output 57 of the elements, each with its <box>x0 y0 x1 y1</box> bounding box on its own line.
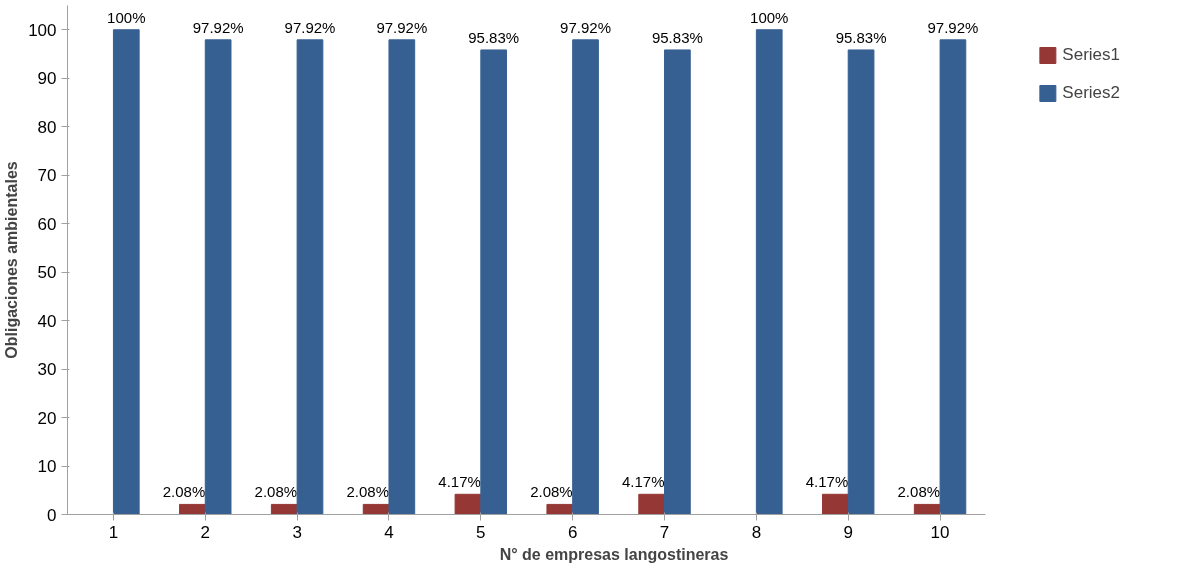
y-tick-label: 90 <box>37 69 57 89</box>
y-tick-label: 80 <box>37 117 57 137</box>
y-tick-label: 50 <box>37 263 57 283</box>
x-tick-label: 9 <box>843 522 853 542</box>
data-label: 4.17% <box>805 473 849 491</box>
x-tick-label: 2 <box>200 522 211 542</box>
data-label: 4.17% <box>621 473 665 491</box>
x-tick-label: 5 <box>476 522 486 542</box>
bar <box>939 39 967 515</box>
bar <box>388 39 416 515</box>
bar <box>296 39 324 515</box>
data-label: 97.92% <box>376 18 428 36</box>
y-tick-label: 0 <box>47 505 57 525</box>
y-tick-label: 40 <box>37 311 57 331</box>
bar <box>638 493 666 515</box>
x-tick-label: 8 <box>751 522 762 542</box>
bar <box>847 49 875 515</box>
x-tick-label: 10 <box>930 522 950 542</box>
y-tick-label: 60 <box>37 214 57 234</box>
data-label: 100% <box>107 8 146 26</box>
y-tick-label: 70 <box>37 166 57 186</box>
data-label: 95.83% <box>468 28 520 46</box>
legend-label: Series2 <box>1062 83 1120 103</box>
y-tick-label: 100 <box>28 20 57 40</box>
data-label: 2.08% <box>530 483 573 501</box>
bar <box>112 29 140 515</box>
data-label: 2.08% <box>254 483 298 501</box>
x-tick-label: 6 <box>567 522 578 542</box>
bar <box>480 49 508 515</box>
bar <box>204 39 232 515</box>
data-label: 100% <box>750 8 789 26</box>
x-axis-title: N° de empresas langostineras <box>499 545 729 563</box>
data-label: 97.92% <box>284 18 336 36</box>
bar <box>664 49 691 515</box>
legend-label: Series1 <box>1062 45 1120 65</box>
y-tick-label: 30 <box>37 360 57 380</box>
bar <box>822 493 849 515</box>
data-label: 2.08% <box>346 483 389 501</box>
data-label: 2.08% <box>897 483 941 501</box>
data-label: 97.92% <box>927 18 979 36</box>
x-tick-label: 4 <box>384 522 394 542</box>
bar <box>546 503 574 515</box>
bar <box>755 29 783 515</box>
y-tick-label: 20 <box>37 408 57 428</box>
y-tick-label: 10 <box>37 457 57 477</box>
bar <box>179 503 206 515</box>
data-label: 95.83% <box>835 28 887 46</box>
x-tick-label: 7 <box>659 522 670 542</box>
bar <box>454 493 482 515</box>
bar <box>572 39 599 515</box>
x-tick-label: 3 <box>292 522 302 542</box>
data-label: 95.83% <box>651 28 703 46</box>
data-label: 2.08% <box>162 483 206 501</box>
y-axis-title: Obligaciones ambientales <box>3 161 21 359</box>
data-label: 97.92% <box>192 18 244 36</box>
data-label: 97.92% <box>560 18 611 36</box>
x-tick-label: 1 <box>108 522 119 542</box>
